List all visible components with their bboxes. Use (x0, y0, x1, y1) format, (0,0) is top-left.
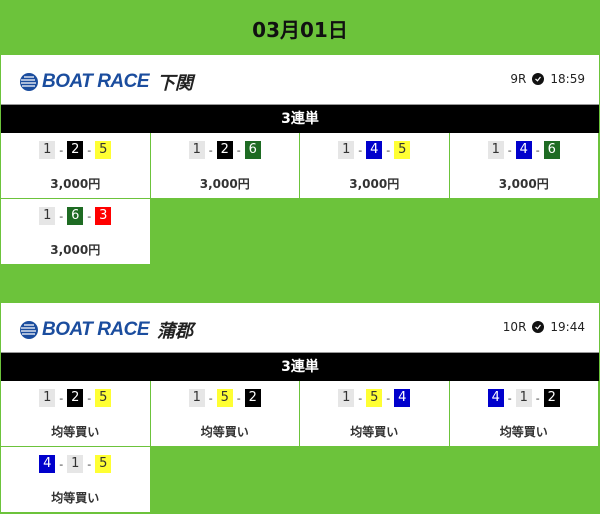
race-header: BOAT RACE 下関 9R 18:59 (1, 55, 599, 105)
separator: - (507, 391, 512, 405)
start-time: 18:59 (550, 72, 585, 86)
boat-number-badge: 6 (244, 141, 261, 159)
separator: - (87, 143, 92, 157)
boat-number-badge: 5 (394, 141, 411, 159)
separator: - (59, 391, 64, 405)
boat-number-badge: 6 (543, 141, 560, 159)
page-date: 03月01日 (252, 18, 348, 42)
separator: - (236, 391, 241, 405)
pick-cell: 1-2-6 3,000円 (150, 133, 300, 199)
pick-cell: 1-5-2 均等買い (150, 381, 300, 447)
race-card: BOAT RACE 下関 9R 18:59 3連単 1-2-5 3,000円 1-2-… (1, 55, 599, 265)
boat-number-badge: 4 (515, 141, 532, 159)
separator: - (386, 143, 391, 157)
boat-number-badge: 2 (543, 389, 560, 407)
boat-number-badge: 2 (67, 389, 84, 407)
boat-number-badge: 4 (366, 141, 383, 159)
separator: - (59, 457, 64, 471)
boat-number-badge: 6 (67, 207, 84, 225)
boatrace-emblem-icon (20, 73, 38, 91)
separator: - (87, 209, 92, 223)
clock-icon (532, 73, 545, 85)
stake-amount: 均等買い (51, 425, 100, 439)
separator: - (386, 391, 391, 405)
stake-amount: 均等買い (350, 425, 399, 439)
stake-amount: 3,000円 (50, 243, 101, 257)
boat-number-badge: 1 (515, 389, 532, 407)
pick-cell: 4-1-2 均等買い (449, 381, 599, 447)
stake-amount: 均等買い (51, 491, 100, 505)
boat-number-badge: 1 (188, 141, 205, 159)
boat-number-badge: 1 (188, 389, 205, 407)
stake-amount: 3,000円 (498, 177, 549, 191)
boat-number-badge: 2 (67, 141, 84, 159)
boat-number-badge: 4 (394, 389, 411, 407)
boatrace-logo: BOAT RACE 下関 (19, 69, 193, 95)
stake-amount: 3,000円 (50, 177, 101, 191)
pick-cell: 1-5-4 均等買い (300, 381, 450, 447)
stake-amount: 均等買い (499, 425, 548, 439)
boat-number-badge: 1 (39, 389, 56, 407)
separator: - (87, 391, 92, 405)
separator: - (59, 209, 64, 223)
bet-type-bar: 3連単 (1, 105, 599, 133)
race-number: 9R (510, 72, 527, 86)
boat-number-badge: 5 (95, 389, 112, 407)
boatrace-logo: BOAT RACE 蒲郡 (19, 317, 193, 343)
boat-number-badge: 4 (487, 389, 504, 407)
separator: - (59, 143, 64, 157)
pick-cell: 1-4-6 3,000円 (449, 133, 599, 199)
race-header: BOAT RACE 蒲郡 10R 19:44 (1, 303, 599, 353)
stake-amount: 3,000円 (349, 177, 400, 191)
separator: - (535, 143, 540, 157)
separator: - (507, 143, 512, 157)
boat-number-badge: 5 (95, 455, 112, 473)
pick-cell: 4-1-5 均等買い (1, 447, 151, 513)
boat-number-badge: 5 (95, 141, 112, 159)
boatrace-emblem-icon (20, 321, 38, 339)
clock-icon (532, 321, 545, 333)
separator: - (208, 391, 213, 405)
separator: - (208, 143, 213, 157)
start-time: 19:44 (550, 320, 585, 334)
boat-number-badge: 1 (39, 141, 56, 159)
boat-number-badge: 1 (487, 141, 504, 159)
pick-cell: 1-2-5 3,000円 (1, 133, 151, 199)
boat-number-badge: 1 (39, 207, 56, 225)
boat-number-badge: 2 (244, 389, 261, 407)
separator: - (236, 143, 241, 157)
separator: - (358, 143, 363, 157)
boat-number-badge: 1 (67, 455, 84, 473)
boat-number-badge: 5 (366, 389, 383, 407)
pick-cell: 1-2-5 均等買い (1, 381, 151, 447)
boat-number-badge: 2 (216, 141, 233, 159)
venue-name: 下関 (157, 73, 194, 94)
boat-number-badge: 1 (338, 141, 355, 159)
separator: - (535, 391, 540, 405)
venue-name: 蒲郡 (157, 321, 194, 342)
separator: - (87, 457, 92, 471)
pick-cell: 1-6-3 3,000円 (1, 199, 151, 265)
boat-number-badge: 3 (95, 207, 112, 225)
boat-number-badge: 5 (216, 389, 233, 407)
pick-cell: 1-4-5 3,000円 (300, 133, 450, 199)
separator: - (358, 391, 363, 405)
bet-type-bar: 3連単 (1, 353, 599, 381)
stake-amount: 均等買い (200, 425, 249, 439)
boat-number-badge: 4 (39, 455, 56, 473)
stake-amount: 3,000円 (199, 177, 250, 191)
race-card: BOAT RACE 蒲郡 10R 19:44 3連単 1-2-5 均等買い 1-5-2… (1, 303, 599, 513)
race-number: 10R (502, 320, 527, 334)
boat-number-badge: 1 (338, 389, 355, 407)
